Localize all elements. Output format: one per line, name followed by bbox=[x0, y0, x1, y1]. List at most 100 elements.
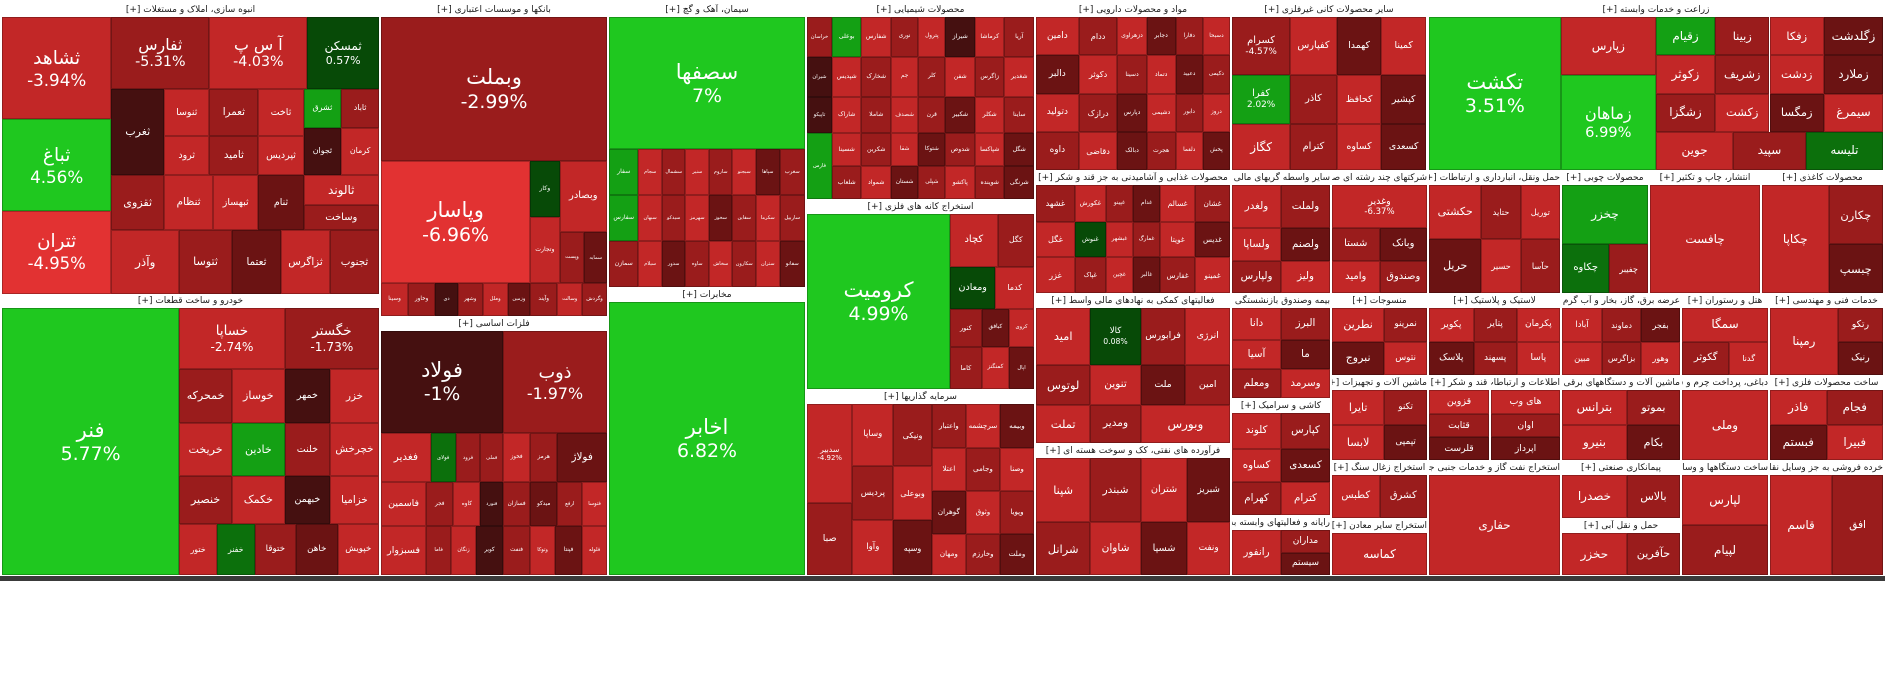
tile[interactable]: شفن bbox=[945, 57, 975, 98]
tile[interactable]: درازک bbox=[1078, 93, 1118, 132]
tile[interactable]: شبریز bbox=[1187, 458, 1230, 523]
tile[interactable]: وساپا bbox=[852, 404, 894, 466]
tile[interactable]: فپنتا bbox=[555, 526, 583, 575]
tile[interactable]: وملت bbox=[999, 533, 1034, 575]
tile[interactable]: قاسم bbox=[1770, 475, 1833, 575]
tile[interactable]: اعتلا bbox=[931, 448, 966, 492]
tile[interactable]: وبصادر bbox=[559, 160, 607, 233]
tile[interactable]: وسرمد bbox=[1281, 369, 1330, 398]
tile[interactable]: هرمز bbox=[530, 433, 558, 483]
sector-header-cement[interactable]: سیمان، آهک و گچ [+] bbox=[609, 4, 805, 17]
tile[interactable]: وکار bbox=[530, 160, 560, 218]
sector-header-food[interactable]: محصولات غذایی و آشامیدنی به جز قند و شکر… bbox=[1036, 172, 1230, 185]
tile[interactable]: کهمدا bbox=[1336, 17, 1382, 76]
sector-header-transport[interactable]: حمل ونقل، انبارداری و ارتباطات [+] bbox=[1429, 172, 1560, 185]
sector-header-investments[interactable]: سرمایه گذاریها [+] bbox=[807, 391, 1034, 404]
tile[interactable]: وغدیر -6.37% bbox=[1332, 185, 1427, 229]
tile[interactable]: خفنر bbox=[216, 524, 255, 575]
tile[interactable]: شبندر bbox=[1090, 458, 1141, 523]
tile[interactable]: ثتوسا bbox=[179, 230, 232, 294]
tile[interactable]: شستان bbox=[890, 166, 919, 199]
tile[interactable]: دبالک bbox=[1117, 131, 1147, 170]
sector-header-auto[interactable]: خودرو و ساخت قطعات [+] bbox=[2, 295, 379, 308]
tile[interactable]: ثعمرا bbox=[209, 89, 259, 137]
tile[interactable]: غویتا bbox=[1160, 221, 1196, 258]
tile[interactable]: میدکو bbox=[530, 482, 558, 527]
tile[interactable]: کترام bbox=[1290, 124, 1337, 170]
tile[interactable]: ثشاهد -3.94% bbox=[2, 17, 112, 120]
tile[interactable]: سفارس bbox=[609, 195, 639, 242]
tile[interactable]: وگردش bbox=[582, 283, 607, 316]
tile[interactable]: کالا 0.08% bbox=[1090, 308, 1141, 365]
tile[interactable]: پاسا bbox=[1516, 341, 1560, 375]
tile[interactable]: دی bbox=[435, 283, 458, 316]
tile[interactable]: ساوه bbox=[685, 241, 709, 287]
tile[interactable]: فنورد bbox=[480, 482, 504, 527]
tile[interactable]: امین bbox=[1185, 364, 1230, 406]
tile[interactable]: آبادا bbox=[1562, 308, 1603, 342]
tile[interactable]: پسهند bbox=[1473, 341, 1517, 375]
tile[interactable]: شخارک bbox=[861, 57, 891, 98]
sector-header-leather[interactable]: دباغی، پرداخت چرم و ساخت انواع پاپوش [+] bbox=[1682, 377, 1768, 390]
tile[interactable]: سغرب bbox=[779, 149, 805, 196]
tile[interactable]: شتوکا bbox=[918, 133, 946, 167]
tile[interactable]: ثامید bbox=[209, 136, 259, 175]
tile[interactable]: شمواد bbox=[861, 166, 891, 199]
tile[interactable]: غدام bbox=[1133, 185, 1161, 222]
sector-header-other-mines[interactable]: استخراج سایر معادن [+] bbox=[1332, 520, 1427, 533]
tile[interactable]: بوعلی bbox=[831, 17, 862, 58]
tile[interactable]: بنیرو bbox=[1562, 425, 1627, 460]
tile[interactable]: غپینو bbox=[1105, 185, 1133, 222]
tile[interactable]: کرومیت 4.99% bbox=[807, 214, 950, 389]
sector-header-engineering[interactable]: خدمات فنی و مهندسی [+] bbox=[1770, 295, 1883, 308]
tile[interactable]: شاوان bbox=[1090, 522, 1141, 575]
tile[interactable]: زگلدشت bbox=[1823, 17, 1883, 56]
tile[interactable]: شکلر bbox=[974, 97, 1005, 134]
tile[interactable]: حسیر bbox=[1481, 239, 1521, 293]
tile[interactable]: حآسا bbox=[1520, 239, 1560, 293]
tile[interactable]: سمایه bbox=[584, 232, 607, 284]
tile[interactable]: غمینو bbox=[1195, 257, 1230, 293]
tile[interactable]: ستران bbox=[756, 241, 780, 287]
tile[interactable]: شغدیر bbox=[1004, 57, 1034, 98]
tile[interactable]: زملارد bbox=[1823, 55, 1883, 94]
tile[interactable]: فرود bbox=[455, 433, 481, 483]
tile[interactable]: ومهان bbox=[931, 533, 966, 575]
sector-header-retail[interactable]: خرده فروشی به جز وسایل نقلیه موتوری [+] bbox=[1770, 462, 1883, 475]
tile[interactable]: مبین bbox=[1562, 341, 1603, 375]
tile[interactable]: فخوز bbox=[503, 433, 531, 483]
sector-header-hotels[interactable]: هتل و رستوران [+] bbox=[1682, 295, 1768, 308]
tile[interactable]: غبشهر bbox=[1105, 221, 1133, 258]
tile[interactable]: وبورس bbox=[1140, 405, 1230, 443]
tile[interactable]: چکاپا bbox=[1762, 185, 1829, 293]
sector-header-telecom[interactable]: مخابرات [+] bbox=[609, 289, 805, 302]
tile[interactable]: غمارگ bbox=[1133, 221, 1161, 258]
tile[interactable]: زماهان 6.99% bbox=[1560, 75, 1656, 170]
tile[interactable]: کفپارس bbox=[1290, 17, 1337, 76]
tile[interactable]: کفرا 2.02% bbox=[1232, 75, 1291, 125]
tile[interactable]: زشریف bbox=[1715, 55, 1770, 94]
tile[interactable]: دلقما bbox=[1175, 131, 1203, 170]
tile[interactable]: کویر bbox=[475, 526, 504, 575]
tile[interactable]: آ س پ -4.03% bbox=[209, 17, 308, 90]
tile[interactable]: کنور bbox=[950, 308, 982, 347]
tile[interactable]: پکویر bbox=[1429, 308, 1474, 342]
tile[interactable]: سپید bbox=[1733, 131, 1806, 170]
tile[interactable]: نبروج bbox=[1332, 341, 1385, 375]
tile[interactable]: کدما bbox=[995, 266, 1034, 309]
tile[interactable]: خلنت bbox=[284, 422, 330, 477]
tile[interactable]: شلعاب bbox=[831, 166, 862, 199]
tile[interactable]: فسبزوار bbox=[381, 526, 427, 575]
tile[interactable]: ونیکی bbox=[893, 404, 932, 466]
tile[interactable]: غشان bbox=[1195, 185, 1230, 222]
tile[interactable]: سخوز bbox=[708, 195, 733, 242]
tile[interactable]: تلیسه bbox=[1805, 131, 1883, 170]
tile[interactable]: زمگسا bbox=[1769, 93, 1824, 132]
tile[interactable]: لپارس bbox=[1682, 475, 1768, 525]
tile[interactable]: حآفرین bbox=[1626, 533, 1680, 575]
tile[interactable]: کحافظ bbox=[1336, 75, 1382, 125]
tile[interactable]: زپارس bbox=[1560, 17, 1656, 76]
tile[interactable]: ثالوند bbox=[303, 174, 379, 206]
tile[interactable]: شپدیس bbox=[831, 57, 862, 98]
sector-header-real-estate[interactable]: انبوه سازی، املاک و مستغلات [+] bbox=[2, 4, 379, 17]
